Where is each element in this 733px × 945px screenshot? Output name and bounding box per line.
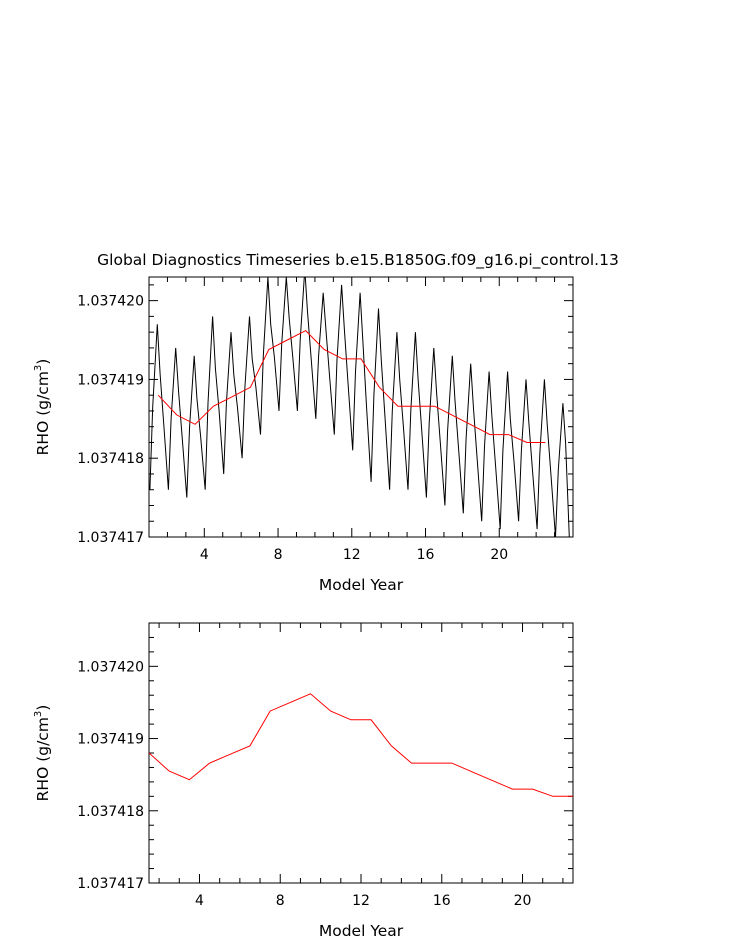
x-tick-label: 4	[195, 893, 204, 909]
annual-mean-line	[149, 693, 573, 797]
y-tick-label: 1.037419	[77, 732, 144, 748]
y-tick-label: 1.037418	[77, 804, 144, 820]
y-axis-label: RHO (g/cm3)	[33, 359, 52, 456]
x-tick-label: 8	[274, 547, 283, 563]
x-tick-label: 4	[200, 547, 209, 563]
annual-mean-line	[157, 329, 546, 443]
x-tick-label: 16	[417, 547, 435, 563]
top-panel: 4 8 12 16 20 1.037417 1.037418 1.037419 1.037420…	[33, 276, 574, 594]
y-tick-label: 1.037417	[77, 876, 144, 892]
monthly-series-line	[149, 277, 570, 537]
y-tick-label: 1.037420	[77, 659, 144, 675]
y-tick-label: 1.037419	[77, 372, 144, 388]
x-tick-label: 16	[433, 893, 451, 909]
y-tick-label: 1.037418	[77, 451, 144, 467]
x-tick-label: 12	[352, 893, 370, 909]
plot-frame	[148, 276, 574, 538]
y-axis-label: RHO (g/cm3)	[33, 705, 52, 802]
y-tick-label: 1.037417	[77, 530, 144, 546]
x-axis-label: Model Year	[319, 576, 404, 594]
y-tick-label: 1.037420	[77, 294, 144, 310]
x-axis-label: Model Year	[319, 922, 404, 940]
x-tick-label: 20	[514, 893, 532, 909]
plot-frame	[148, 622, 574, 884]
x-tick-label: 8	[276, 893, 285, 909]
x-tick-label: 20	[490, 547, 508, 563]
bottom-panel: 4 8 12 16 20 1.037417 1.037418 1.037419 1.037420…	[33, 622, 574, 940]
x-tick-label: 12	[343, 547, 361, 563]
chart-title: Global Diagnostics Timeseries b.e15.B185…	[97, 251, 619, 270]
